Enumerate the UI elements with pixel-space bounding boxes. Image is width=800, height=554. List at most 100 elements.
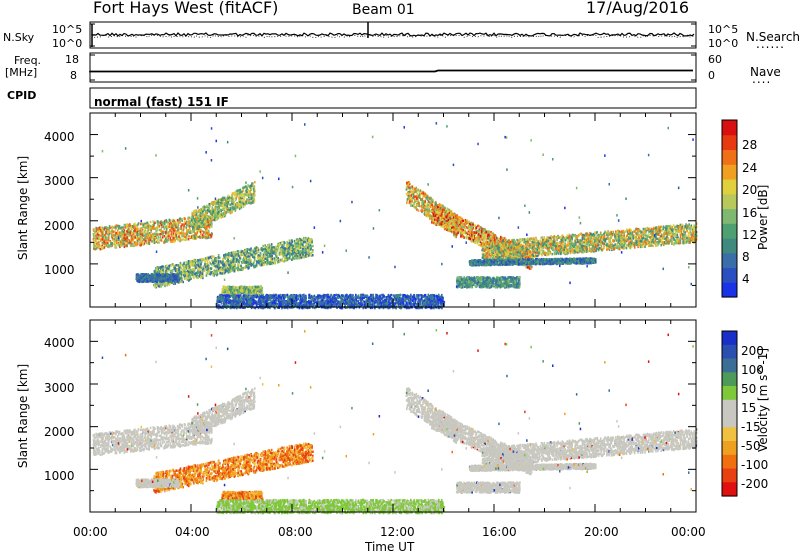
power-cell — [236, 203, 238, 205]
power-cell — [200, 236, 202, 238]
power-cell — [178, 232, 180, 234]
power-cell — [104, 241, 106, 243]
power-cell — [150, 231, 152, 233]
power-cell — [102, 238, 104, 240]
power-cell — [93, 228, 95, 230]
power-cell — [137, 240, 139, 242]
power-cell — [207, 229, 209, 231]
power-cell — [211, 225, 213, 227]
power-cell — [134, 236, 136, 238]
power-cell — [228, 195, 230, 197]
power-cell — [196, 236, 198, 238]
power-cell — [182, 281, 184, 283]
power-cell — [169, 219, 171, 221]
power-cell — [157, 240, 159, 242]
power-cell — [232, 206, 234, 208]
power-cell — [170, 237, 172, 239]
power-cell — [143, 235, 145, 237]
power-cell — [218, 206, 220, 208]
power-cell — [242, 187, 244, 189]
power-cell — [177, 221, 179, 223]
power-cell — [248, 202, 250, 204]
power-cell — [131, 232, 133, 234]
power-cell — [137, 228, 139, 230]
power-cell — [157, 223, 159, 225]
power-cell — [125, 245, 127, 247]
power-cell — [127, 243, 129, 245]
power-cell — [243, 203, 245, 205]
power-cell — [133, 227, 135, 229]
power-cell — [175, 224, 177, 226]
power-cell — [233, 201, 235, 203]
power-cell — [217, 200, 219, 202]
power-cell — [194, 223, 196, 225]
power-cell — [172, 235, 174, 237]
power-cell — [102, 246, 104, 248]
power-cell — [126, 227, 128, 229]
power-cell — [210, 220, 212, 222]
power-cell — [121, 241, 123, 243]
power-cell — [225, 206, 227, 208]
power-cell — [142, 243, 144, 245]
power-cell — [115, 232, 117, 234]
power-cell — [102, 235, 104, 237]
power-cell — [173, 225, 175, 227]
power-cell — [105, 244, 107, 246]
power-cell — [180, 228, 182, 230]
power-cell — [136, 224, 138, 226]
power-cell — [132, 244, 134, 246]
power-cell — [181, 235, 183, 237]
power-cell — [162, 234, 164, 236]
power-cell — [147, 242, 149, 244]
power-cell — [228, 197, 230, 199]
cpid-frame — [90, 88, 696, 108]
power-cell — [127, 236, 129, 238]
power-cell — [132, 238, 134, 240]
power-cell — [205, 237, 207, 239]
power-cell — [159, 225, 161, 227]
power-cell — [224, 202, 226, 204]
power-cell — [167, 231, 169, 233]
power-cell — [102, 228, 104, 230]
power-cell — [182, 238, 184, 240]
power-cell — [121, 237, 123, 239]
power-cell — [203, 213, 205, 215]
power-cell — [216, 218, 218, 220]
power-cell — [110, 231, 112, 233]
power-cell — [208, 230, 210, 232]
power-cell — [211, 208, 213, 210]
power-cell — [237, 193, 239, 195]
power-cell — [184, 233, 186, 235]
power-cell — [116, 235, 118, 237]
power-cell — [101, 232, 103, 234]
power-cell — [197, 228, 199, 230]
power-cell — [191, 223, 193, 225]
power-cell — [241, 206, 243, 208]
power-cell — [239, 208, 241, 210]
power-cell — [107, 233, 109, 235]
power-cell — [222, 208, 224, 210]
power-cell — [200, 212, 202, 214]
power-cell — [140, 223, 142, 225]
power-cell — [184, 221, 186, 223]
power-cell — [126, 230, 128, 232]
power-cell — [138, 238, 140, 240]
power-cell — [203, 231, 205, 233]
power-cell — [211, 232, 213, 234]
power-cell — [183, 229, 185, 231]
power-cell — [239, 205, 241, 207]
power-cell — [100, 227, 102, 229]
power-cell — [103, 228, 105, 230]
power-cell — [159, 229, 161, 231]
power-cell — [200, 231, 202, 233]
power-cell — [146, 226, 148, 228]
power-cell — [231, 203, 233, 205]
power-cell — [122, 233, 124, 235]
power-cell — [134, 229, 136, 231]
power-cell — [151, 240, 153, 242]
power-cell — [110, 245, 112, 247]
power-cell — [178, 239, 180, 241]
power-cell — [250, 191, 252, 193]
power-cell — [168, 239, 170, 241]
power-cell — [135, 244, 137, 246]
